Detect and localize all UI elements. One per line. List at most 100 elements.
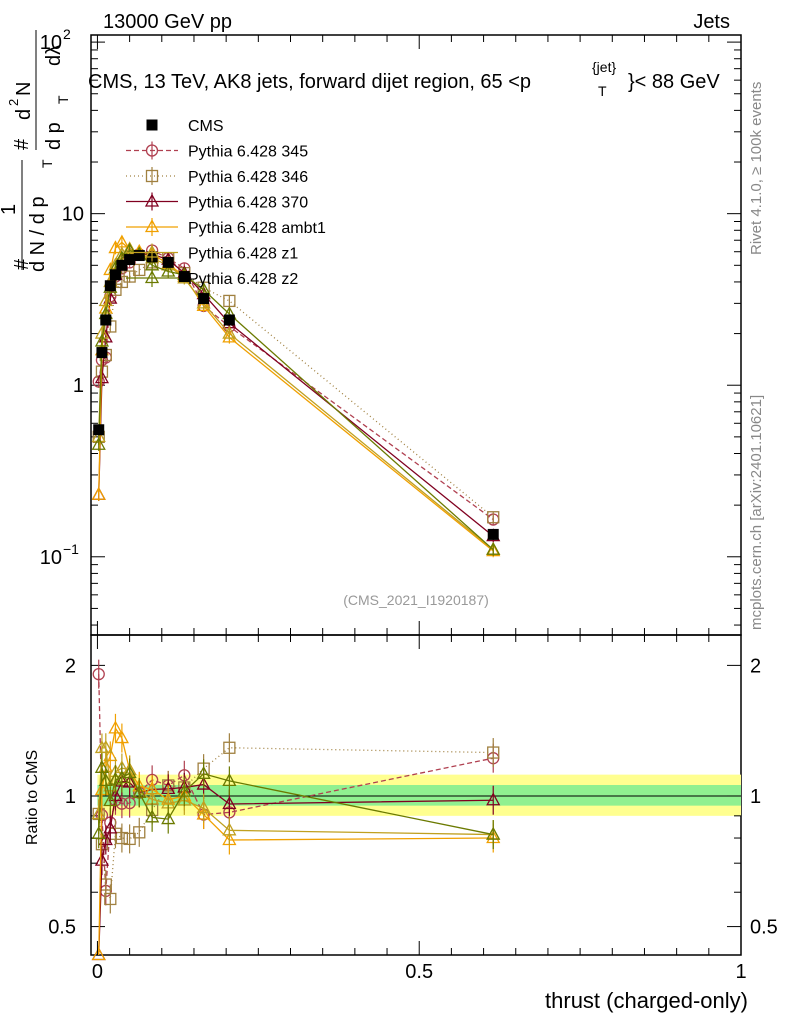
- legend: CMS Pythia 6.428 345 Pythia 6.428 346 Pythi…: [126, 118, 326, 288]
- point-cms: [162, 256, 174, 268]
- ratio-point-pythia-6-428-345: [123, 796, 136, 810]
- ratio-series-pythia-6-428-z2: [91, 753, 501, 850]
- main-y-label: # 1 d N / d p T # d 2 N d p T dλ: [0, 30, 71, 272]
- ylabel-d: d: [13, 109, 35, 120]
- title-end: }< 88 GeV: [628, 71, 720, 93]
- ratio-point-pythia-6-428-346: [104, 892, 117, 906]
- ratio-y-tick-label-right: 2: [750, 655, 761, 677]
- ratio-point-pythia-6-428-345: [92, 668, 105, 681]
- ratio-point-pythia-6-428-345: [115, 797, 129, 810]
- legend-marker-pythia-6-428-z2: [144, 270, 160, 284]
- ylabel-sub-t-2: T: [55, 95, 71, 104]
- point-cms: [93, 424, 105, 436]
- ratio-point-pythia-6-428-370: [94, 852, 110, 866]
- point-cms: [223, 314, 235, 326]
- x-tick-label: 0: [92, 961, 103, 983]
- point-cms: [124, 254, 136, 266]
- legend-label-pythia-6-428-346: Pythia 6.428 346: [188, 169, 308, 186]
- point-cms: [104, 280, 116, 292]
- ylabel-denominator: d N / d p: [27, 196, 49, 272]
- ylabel-hash-2: #: [11, 138, 33, 150]
- legend-label-pythia-6-428-370: Pythia 6.428 370: [188, 195, 308, 212]
- ratio-point-pythia-6-428-z2: [145, 809, 160, 823]
- series-pythia-6-428-z1: [91, 241, 501, 556]
- ratio-point-pythia-6-428-370: [108, 788, 123, 802]
- point-cms: [96, 347, 108, 359]
- ratio-y-tick-label-right: 0.5: [750, 917, 778, 939]
- x-axis-label: thrust (charged-only): [545, 988, 748, 1013]
- point-pythia-6-428-370: [94, 370, 110, 384]
- ratio-point-pythia-6-428-z1: [98, 739, 113, 753]
- point-pythia-6-428-z2: [94, 333, 110, 347]
- ylabel-dp: d p: [43, 122, 65, 150]
- x-tick-label: 1: [735, 961, 746, 983]
- ratio-y-tick-label: 1: [65, 786, 76, 808]
- ratio-point-pythia-6-428-z2: [222, 773, 237, 787]
- legend-label-pythia-6-428-345: Pythia 6.428 345: [188, 144, 308, 161]
- ratio-point-pythia-6-428-ambt1: [91, 947, 106, 961]
- main-series: [91, 234, 501, 558]
- ratio-series: [91, 659, 501, 961]
- ratio-point-pythia-6-428-z2: [103, 793, 118, 807]
- point-pythia-6-428-ambt1: [91, 486, 106, 500]
- main-y-tick-exponent: −1: [63, 541, 79, 557]
- ratio-point-pythia-6-428-370: [222, 796, 237, 810]
- ratio-y-label: Ratio to CMS: [24, 750, 41, 845]
- point-pythia-6-428-z1: [222, 325, 237, 339]
- point-cms: [109, 269, 121, 281]
- ratio-y-tick-label-right: 1: [750, 786, 761, 808]
- point-cms: [116, 259, 128, 271]
- ratio-y-tick-label: 2: [65, 655, 76, 677]
- x-axis-ticks: 0 0.5 1: [92, 35, 747, 983]
- ratio-point-pythia-6-428-ambt1: [114, 730, 129, 744]
- series-line-pythia-6-428-z2: [98, 249, 494, 551]
- ratio-point-pythia-6-428-346: [123, 832, 136, 846]
- ratio-line-pythia-6-428-z2: [98, 767, 494, 836]
- ratio-band-inner: [97, 785, 741, 806]
- title-main: CMS, 13 TeV, AK8 jets, forward dijet reg…: [88, 71, 531, 93]
- plot-title: CMS, 13 TeV, AK8 jets, forward dijet reg…: [88, 59, 720, 99]
- legend-entry-pythia-6-428-370: Pythia 6.428 370: [126, 192, 308, 212]
- ratio-point-pythia-6-428-z2: [132, 784, 147, 798]
- analysis-id: (CMS_2021_I1920187): [343, 592, 489, 608]
- point-cms: [178, 271, 190, 283]
- ratio-point-pythia-6-428-346: [115, 831, 129, 845]
- legend-entry-pythia-6-428-345: Pythia 6.428 345: [126, 141, 308, 161]
- legend-label-cms: CMS: [188, 118, 224, 135]
- point-pythia-6-428-346: [123, 270, 136, 283]
- ratio-point-pythia-6-428-z2: [94, 759, 110, 773]
- point-pythia-6-428-z2: [161, 263, 176, 277]
- legend-entry-pythia-6-428-z1: Pythia 6.428 z1: [126, 243, 298, 263]
- main-y-tick-label: 10: [62, 204, 84, 226]
- ratio-point-pythia-6-428-370: [103, 820, 118, 834]
- point-pythia-6-428-z2: [91, 436, 106, 450]
- main-y-tick-label: 10: [40, 32, 62, 54]
- point-pythia-6-428-346: [133, 263, 146, 277]
- point-pythia-6-428-ambt1: [196, 298, 211, 312]
- legend-marker-pythia-6-428-346: [145, 169, 159, 183]
- main-y-tick-exponent: 2: [63, 26, 71, 42]
- main-y-tick-label: 10: [40, 547, 62, 569]
- legend-marker-pythia-6-428-345: [145, 144, 159, 157]
- ratio-line-pythia-6-428-ambt1: [98, 726, 494, 956]
- ratio-point-pythia-6-428-z2: [122, 765, 137, 779]
- legend-label-pythia-6-428-ambt1: Pythia 6.428 ambt1: [188, 220, 326, 237]
- legend-label-pythia-6-428-z2: Pythia 6.428 z2: [188, 271, 298, 288]
- ratio-point-pythia-6-428-370: [196, 776, 211, 790]
- ylabel-one: 1: [0, 204, 20, 215]
- ratio-point-pythia-6-428-346: [487, 746, 500, 759]
- mcplots-label: mcplots.cern.ch [arXiv:2401.10621]: [748, 395, 765, 630]
- ratio-point-pythia-6-428-346: [133, 826, 146, 839]
- point-cms: [198, 293, 210, 305]
- legend-marker-pythia-6-428-z1: [144, 244, 160, 258]
- ylabel-sup-2: 2: [6, 99, 21, 106]
- ylabel-sub-t-1: T: [39, 159, 55, 168]
- series-line-pythia-6-428-z1: [98, 248, 494, 551]
- series-pythia-6-428-z2: [91, 242, 501, 556]
- legend-entry-pythia-6-428-346: Pythia 6.428 346: [126, 167, 308, 186]
- point-cms: [100, 314, 112, 326]
- legend-entry-pythia-6-428-ambt1: Pythia 6.428 ambt1: [126, 218, 326, 237]
- legend-entry-pythia-6-428-z2: Pythia 6.428 z2: [126, 269, 298, 288]
- series-line-pythia-6-428-ambt1: [98, 241, 494, 552]
- series-cms: [93, 250, 499, 540]
